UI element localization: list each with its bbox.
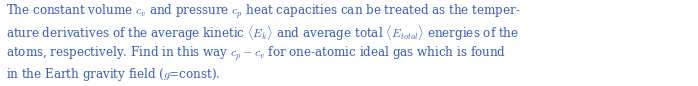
Text: The constant volume $c_v$ and pressure $c_p$ heat capacities can be treated as t: The constant volume $c_v$ and pressure $… — [6, 3, 520, 21]
Text: atoms, respectively. Find in this way $c_p - c_v$ for one-atomic ideal gas which: atoms, respectively. Find in this way $c… — [6, 45, 506, 63]
Text: ature derivatives of the average kinetic $\langle E_k\rangle$ and average total : ature derivatives of the average kinetic… — [6, 24, 519, 43]
Text: in the Earth gravity field ($g$=const).: in the Earth gravity field ($g$=const). — [6, 66, 220, 83]
